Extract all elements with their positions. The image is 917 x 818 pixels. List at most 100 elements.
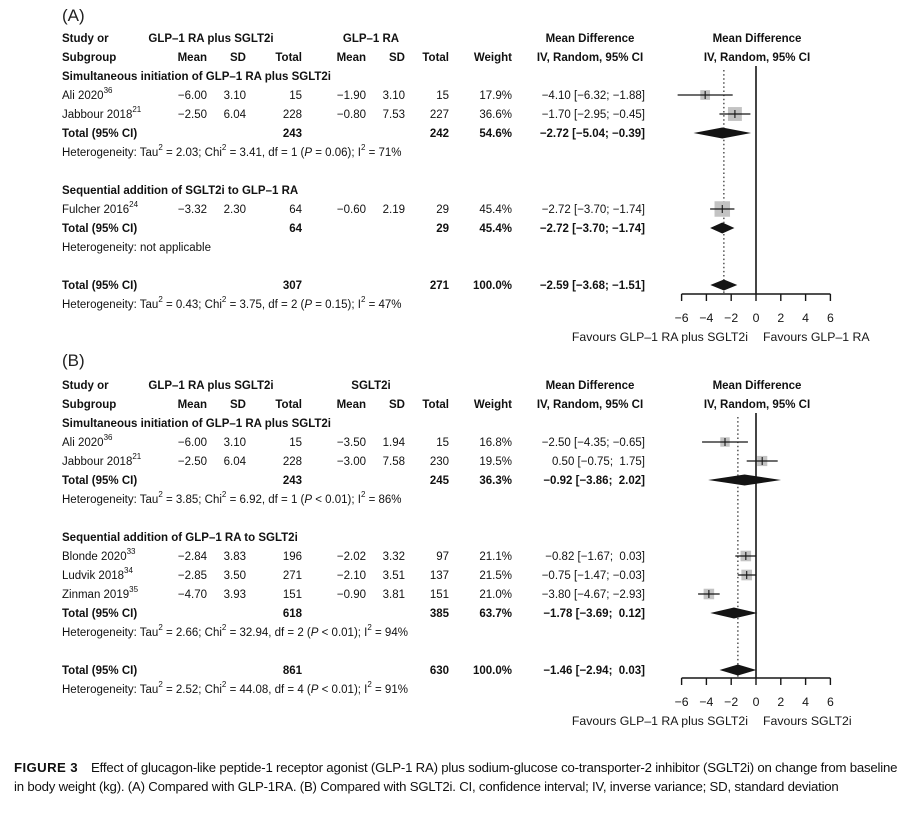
header-effect-title: Mean Difference [545, 380, 635, 392]
cell-ci: −2.72 [−3.70; −1.74] [541, 204, 645, 216]
header-group1: GLP–1 RA plus SGLT2i [148, 33, 274, 45]
cell-total-control: 97 [436, 551, 449, 563]
header-col-sd1: SD [230, 52, 246, 64]
cell-sd-control: 3.81 [382, 589, 405, 601]
cell-total-treatment: 618 [282, 608, 302, 620]
total-row: Total (95% CI) 307 271 100.0% −2.59 [−3.68; … [0, 278, 917, 297]
cell-ci: −2.72 [−5.04; −0.39] [539, 128, 645, 140]
cell-sd-control: 3.10 [382, 90, 405, 102]
cell-sd-treatment: 3.10 [223, 437, 246, 449]
cell-weight: 45.4% [479, 223, 512, 235]
cell-mean-control: −0.80 [336, 109, 366, 121]
study-ref: 24 [129, 200, 139, 210]
study-name: Ludvik 201834 [62, 566, 133, 582]
cell-sd-control: 2.19 [382, 204, 405, 216]
cell-sd-control: 1.94 [382, 437, 405, 449]
cell-weight: 100.0% [472, 665, 512, 677]
cell-mean-treatment: −2.50 [177, 109, 207, 121]
study-name: Fulcher 201624 [62, 200, 139, 216]
header-group2: SGLT2i [351, 380, 391, 392]
cell-total-control: 385 [429, 608, 449, 620]
total-label: Total (95% CI) [62, 608, 138, 620]
header-col-n1: Total [275, 399, 302, 411]
cell-sd-control: 3.32 [382, 551, 405, 563]
cell-total-treatment: 861 [282, 665, 302, 677]
cell-mean-control: −1.90 [336, 90, 366, 102]
heterogeneity-text: Heterogeneity: Tau2 = 2.66; Chi2 = 32.94… [62, 623, 408, 639]
cell-weight: 21.5% [479, 570, 512, 582]
cell-total-treatment: 228 [282, 109, 302, 121]
header-col-weight: Weight [473, 399, 512, 411]
study-row: Jabbour 201821 −2.50 6.04 228 −3.00 7.58 230 19… [0, 453, 917, 473]
cell-total-treatment: 15 [289, 437, 302, 449]
cell-sd-treatment: 6.04 [223, 109, 246, 121]
header-col-mean1: Mean [177, 399, 207, 411]
section-header-label: Sequential addition of SGLT2i to GLP–1 R… [62, 185, 299, 197]
cell-sd-treatment: 3.93 [223, 589, 246, 601]
header-col-weight: Weight [473, 52, 512, 64]
cell-sd-treatment: 3.10 [223, 90, 246, 102]
total-row: Total (95% CI) 618 385 63.7% −1.78 [−3.69; 0… [0, 606, 917, 625]
heterogeneity-text: Heterogeneity: Tau2 = 2.52; Chi2 = 44.08… [62, 680, 408, 696]
study-row: Ali 202036 −6.00 3.10 15 −1.90 3.10 15 17.9% −4.… [0, 87, 917, 107]
heterogeneity-text: Heterogeneity: Tau2 = 0.43; Chi2 = 3.75,… [62, 295, 402, 311]
header-effect-subtitle: IV, Random, 95% CI [536, 399, 644, 411]
panel-letter-label: (A) [62, 6, 85, 25]
study-row: Blonde 202033 −2.84 3.83 196 −2.02 3.32 97 21.1… [0, 547, 917, 568]
cell-mean-treatment: −6.00 [177, 90, 207, 102]
cell-weight: 63.7% [479, 608, 512, 620]
cell-total-control: 245 [429, 475, 449, 487]
favours-right-label: Favours SGLT2i [763, 714, 852, 728]
header-plot-subtitle: IV, Random, 95% CI [703, 52, 811, 64]
cell-mean-treatment: −2.85 [177, 570, 207, 582]
study-row: Zinman 201935 −4.70 3.93 151 −0.90 3.81 151 21.… [0, 586, 917, 606]
cell-mean-control: −0.60 [336, 204, 366, 216]
cell-weight: 16.8% [479, 437, 512, 449]
header-col-n1: Total [275, 52, 302, 64]
header-effect-subtitle: IV, Random, 95% CI [536, 52, 644, 64]
figure-caption: FIGURE 3 Effect of glucagon-like peptide-… [14, 758, 910, 796]
cell-total-control: 242 [429, 128, 449, 140]
cell-total-control: 271 [429, 280, 449, 292]
study-name: Blonde 202033 [62, 547, 136, 563]
cell-ci: −4.10 [−6.32; −1.88] [541, 90, 645, 102]
header-plot-title: Mean Difference [712, 380, 802, 392]
study-name: Ali 202036 [62, 433, 113, 449]
cell-ci: −1.46 [−2.94; 0.03] [543, 665, 645, 677]
cell-ci: −2.72 [−3.70; −1.74] [539, 223, 645, 235]
header-col-n2: Total [422, 52, 449, 64]
cell-ci: −1.78 [−3.69; 0.12] [543, 608, 645, 620]
heterogeneity-text: Heterogeneity: Tau2 = 2.03; Chi2 = 3.41,… [62, 143, 402, 159]
header-col-n2: Total [422, 399, 449, 411]
header-col-mean1: Mean [177, 52, 207, 64]
header-row: Study or GLP–1 RA plus SGLT2i GLP–1 RA Mean… [0, 31, 917, 50]
study-row: Jabbour 201821 −2.50 6.04 228 −0.80 7.53 227 36… [0, 106, 917, 126]
cell-total-treatment: 228 [282, 456, 302, 468]
heterogeneity-row: Heterogeneity: Tau2 = 3.85; Chi2 = 6.92,… [0, 490, 917, 511]
cell-total-control: 15 [436, 90, 449, 102]
cell-ci: 0.50 [−0.75; 1.75] [551, 456, 645, 468]
cell-total-treatment: 196 [282, 551, 302, 563]
header-col-sd2: SD [389, 399, 405, 411]
header-row: Subgroup Mean SD Total Mean SD Total Weight IV, … [0, 397, 917, 416]
cell-total-control: 151 [429, 589, 449, 601]
study-row: Ludvik 201834 −2.85 3.50 271 −2.10 3.51 137 21.… [0, 566, 917, 587]
cell-total-treatment: 64 [289, 204, 302, 216]
section-header-row: Simultaneous initiation of GLP–1 RA plus… [0, 69, 917, 88]
cell-mean-control: −3.50 [336, 437, 366, 449]
cell-ci: −0.75 [−1.47; −0.03] [541, 570, 645, 582]
heterogeneity-text: Heterogeneity: Tau2 = 3.85; Chi2 = 6.92,… [62, 490, 402, 506]
study-row: Fulcher 201624 −3.32 2.30 64 −0.60 2.19 29 45.4… [0, 200, 917, 221]
section-header-row: Sequential addition of SGLT2i to GLP–1 R… [0, 183, 917, 202]
section-header-row: Sequential addition of GLP–1 RA to SGLT2… [0, 530, 917, 549]
cell-sd-control: 7.53 [382, 109, 405, 121]
heterogeneity-row: Heterogeneity: Tau2 = 2.03; Chi2 = 3.41,… [0, 143, 917, 164]
cell-ci: −0.82 [−1.67; 0.03] [545, 551, 645, 563]
cell-sd-treatment: 6.04 [223, 456, 246, 468]
total-label: Total (95% CI) [62, 128, 138, 140]
cell-ci: −2.50 [−4.35; −0.65] [541, 437, 645, 449]
cell-weight: 100.0% [472, 280, 512, 292]
heterogeneity-row: Heterogeneity: Tau2 = 2.66; Chi2 = 32.94… [0, 623, 917, 644]
total-row: Total (95% CI) 243 245 36.3% −0.92 [−3.86; 2… [0, 473, 917, 492]
